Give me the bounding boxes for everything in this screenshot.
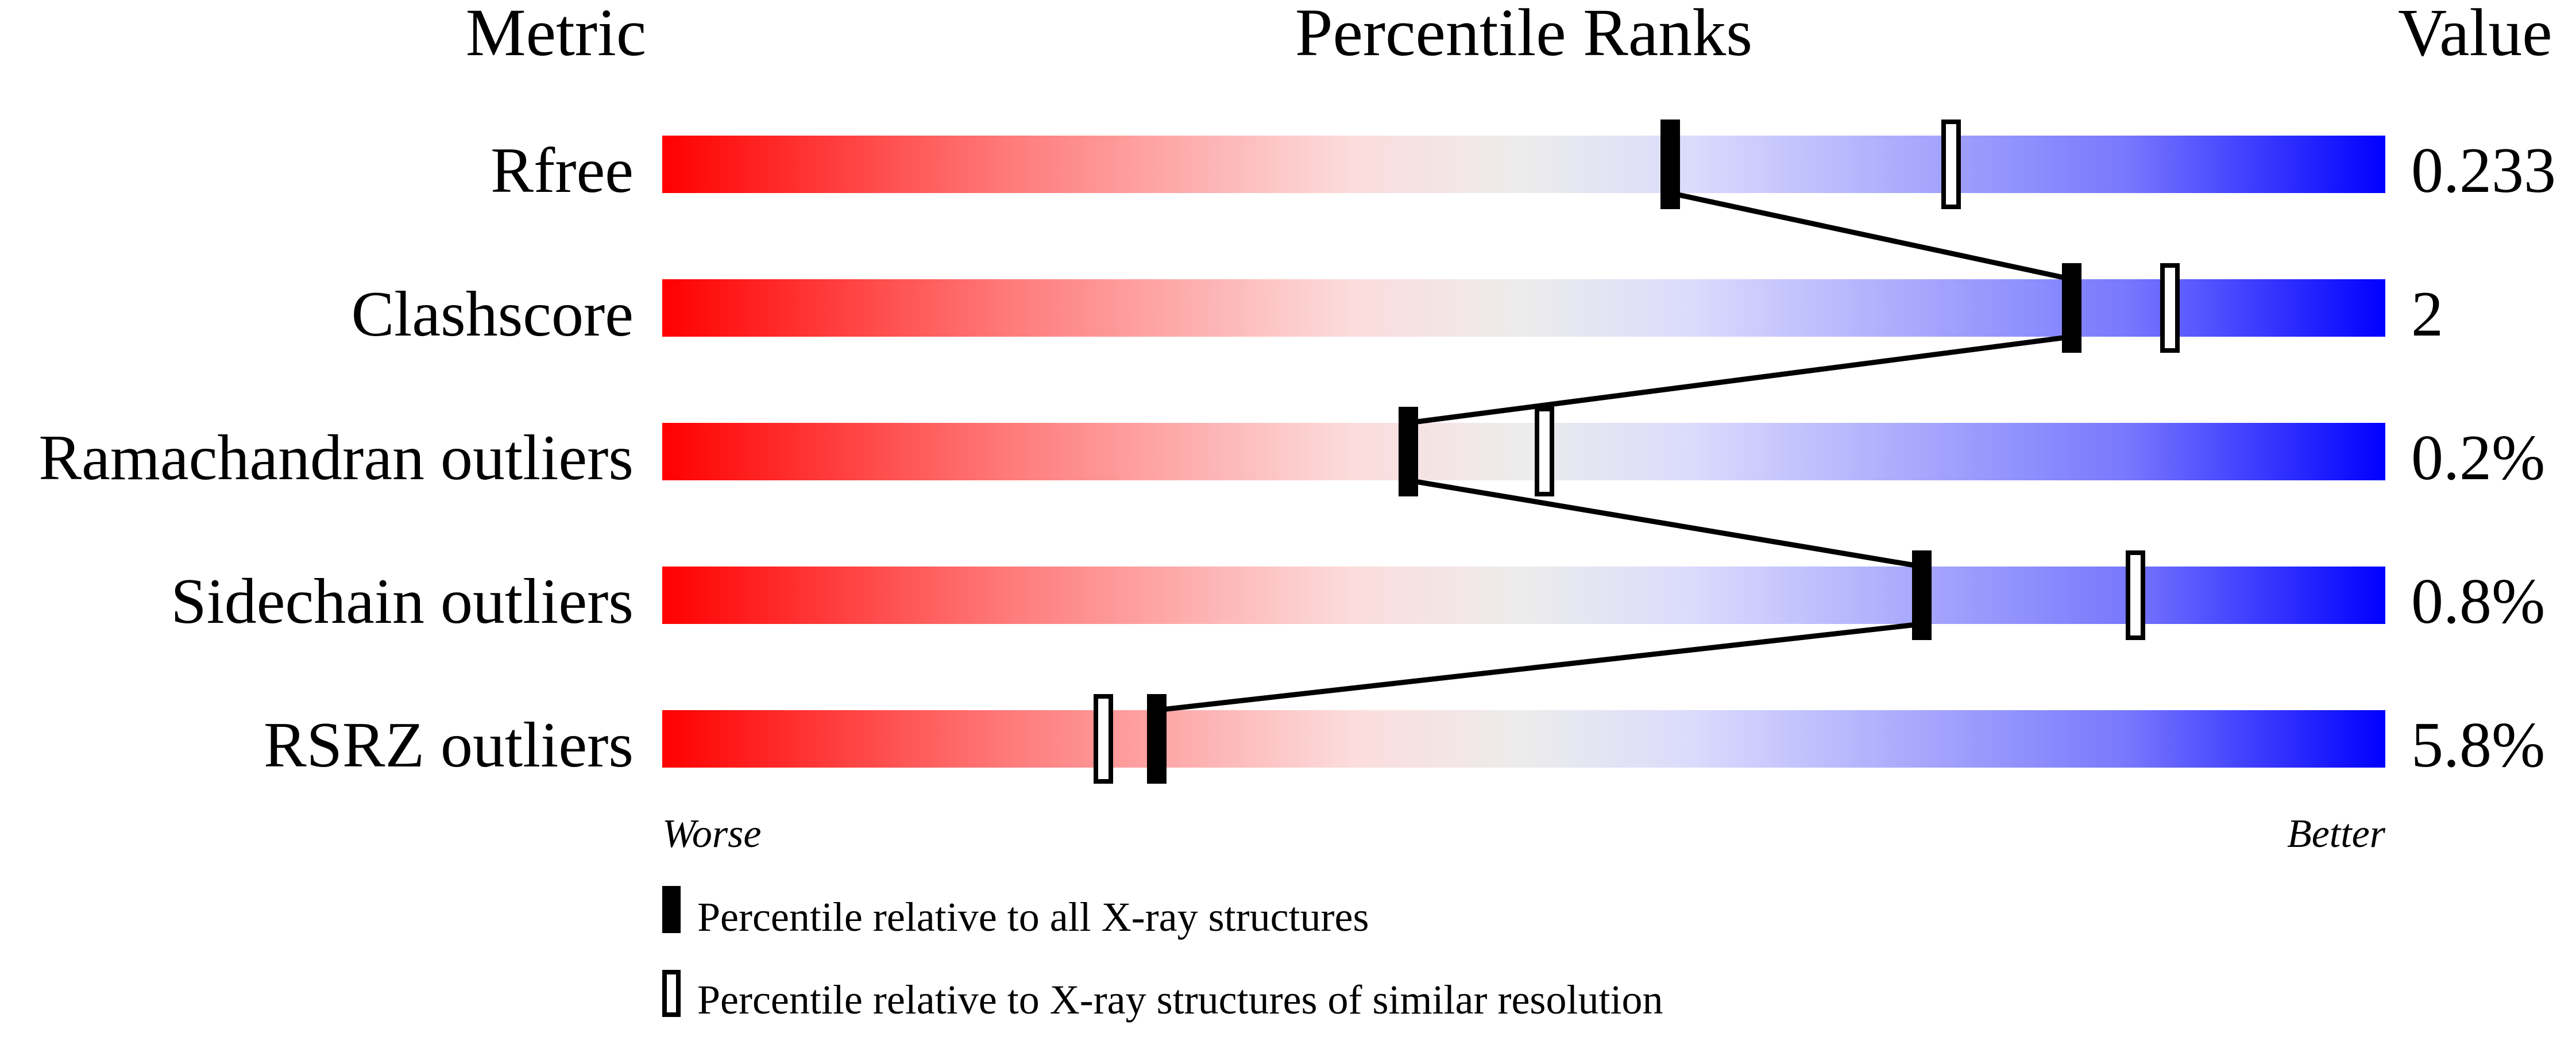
metric-label: Ramachandran outliers bbox=[38, 422, 634, 494]
header-value: Value bbox=[2398, 0, 2552, 70]
metric-value: 0.233 bbox=[2411, 135, 2556, 206]
metric-label: RSRZ outliers bbox=[264, 710, 634, 781]
header-percentile-ranks: Percentile Ranks bbox=[1295, 0, 1752, 70]
metric-value: 0.8% bbox=[2411, 566, 2545, 637]
connector-line bbox=[1670, 190, 2072, 282]
legend-label-similar: Percentile relative to X-ray structures … bbox=[697, 977, 1663, 1023]
percentile-bar bbox=[662, 567, 2385, 624]
metric-row: Ramachandran outliers 0.2% bbox=[38, 422, 2545, 494]
legend-filled-marker bbox=[662, 886, 681, 933]
connector-line bbox=[1408, 334, 2072, 426]
percentile-bar bbox=[662, 279, 2385, 337]
axis-label-worse: Worse bbox=[662, 812, 761, 856]
metric-label: Sidechain outliers bbox=[171, 566, 634, 637]
metric-row: Rfree 0.233 bbox=[491, 135, 2556, 206]
metric-row: Clashscore 2 bbox=[352, 279, 2443, 350]
marker-all-structures bbox=[1660, 120, 1680, 209]
marker-similar-resolution bbox=[1094, 694, 1113, 784]
marker-all-structures bbox=[1399, 407, 1418, 496]
header-metric: Metric bbox=[466, 0, 647, 70]
marker-all-structures bbox=[2062, 263, 2081, 353]
legend: Percentile relative to all X-ray structu… bbox=[662, 886, 1663, 1023]
marker-similar-resolution bbox=[1941, 120, 1961, 209]
marker-similar-resolution bbox=[2160, 263, 2180, 353]
legend-label-all: Percentile relative to all X-ray structu… bbox=[697, 894, 1369, 940]
metric-row: Sidechain outliers 0.8% bbox=[171, 566, 2545, 637]
legend-open-marker bbox=[662, 970, 681, 1017]
percentile-bar bbox=[662, 136, 2385, 193]
marker-similar-resolution bbox=[1535, 407, 1554, 496]
connector-line bbox=[1408, 477, 1922, 569]
metric-value: 0.2% bbox=[2411, 422, 2545, 494]
metric-value: 5.8% bbox=[2411, 710, 2545, 781]
percentile-bar bbox=[662, 423, 2385, 480]
metric-value: 2 bbox=[2411, 279, 2443, 350]
connector-line bbox=[1156, 621, 1922, 713]
marker-similar-resolution bbox=[2126, 550, 2145, 640]
metric-label: Clashscore bbox=[352, 279, 634, 350]
marker-all-structures bbox=[1912, 550, 1932, 640]
axis-label-better: Better bbox=[2287, 812, 2386, 856]
percentile-bar bbox=[662, 710, 2385, 768]
marker-all-structures bbox=[1147, 694, 1167, 784]
metric-row: RSRZ outliers 5.8% bbox=[264, 710, 2545, 781]
metric-label: Rfree bbox=[491, 135, 634, 206]
